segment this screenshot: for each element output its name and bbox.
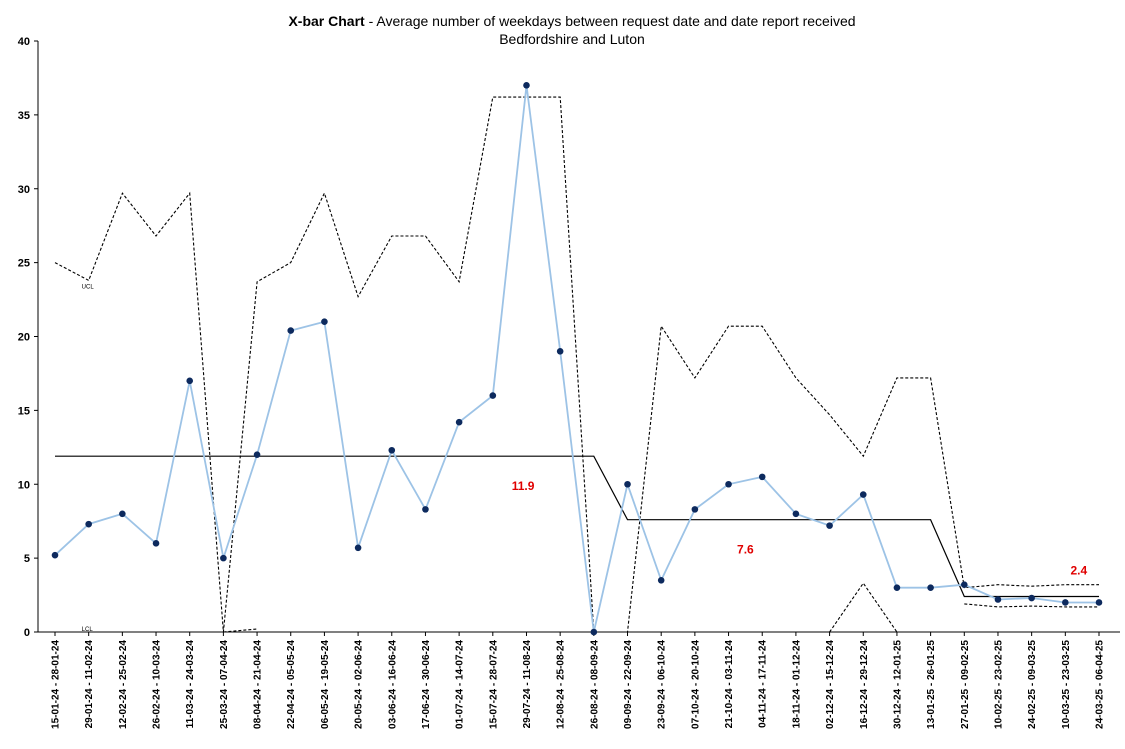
x-tick-label: 10-03-25 - 23-03-25 (1061, 640, 1072, 729)
x-tick-label: 12-02-24 - 25-02-24 (118, 640, 129, 729)
data-point (624, 480, 631, 488)
data-point (657, 576, 665, 584)
x-tick-label: 17-06-24 - 30-06-24 (421, 640, 432, 729)
data-point (556, 347, 564, 355)
chart-subtitle: Bedfordshire and Luton (499, 31, 645, 47)
x-tick-label: 26-08-24 - 08-09-24 (589, 640, 600, 729)
lcl-line (223, 582, 1099, 633)
data-point (859, 491, 867, 498)
x-tick-label: 18-11-24 - 01-12-24 (791, 640, 802, 729)
x-tick-label: 26-02-24 - 10-03-24 (152, 640, 163, 729)
x-tick-label: 02-12-24 - 15-12-24 (825, 640, 836, 729)
y-tick-label: 30 (18, 184, 30, 196)
x-tick-label: 11-03-24 - 24-03-24 (185, 640, 196, 729)
data-point (489, 392, 497, 399)
y-tick-label: 0 (24, 627, 30, 639)
x-tick-label: 15-01-24 - 28-01-24 (51, 640, 62, 729)
x-tick-label: 20-05-24 - 02-06-24 (354, 640, 365, 729)
y-tick-label: 15 (18, 405, 30, 417)
chart-title-line1: X-bar Chart - Average number of weekdays… (288, 13, 855, 29)
series-line (54, 85, 1099, 633)
mean-lines (55, 455, 1099, 598)
mean-value-label: 7.6 (737, 543, 754, 557)
data-point (994, 596, 1002, 603)
mean-value-label: 2.4 (1070, 563, 1087, 577)
x-tick-label: 09-09-24 - 22-09-24 (623, 640, 634, 729)
data-point (455, 418, 463, 426)
control-limits (54, 96, 1099, 633)
ucl-line (54, 96, 1099, 633)
chart-title-rest: - Average number of weekdays between req… (365, 13, 856, 29)
x-tick-label: 12-08-24 - 25-08-24 (556, 640, 567, 729)
y-tick-label: 20 (18, 332, 30, 344)
x-tick-label: 03-06-24 - 16-06-24 (387, 640, 398, 729)
data-point (590, 628, 598, 636)
chart-annotations: UCL LCL 11.9 7.6 2.4 (82, 284, 1088, 633)
x-tick-label: 24-02-25 - 09-03-25 (1027, 640, 1038, 729)
y-tick-label: 10 (18, 479, 30, 491)
data-point (792, 510, 800, 518)
x-tick-label: 29-07-24 - 11-08-24 (522, 640, 533, 729)
x-tick-label: 22-04-24 - 05-05-24 (286, 640, 297, 729)
x-tick-label: 13-01-25 - 26-01-25 (926, 640, 937, 729)
data-point (287, 327, 295, 334)
data-point (960, 581, 968, 589)
data-point (893, 584, 901, 591)
y-tick-label: 5 (24, 553, 30, 565)
x-tick-label: 21-10-24 - 03-11-24 (724, 640, 735, 729)
x-tick-label: 23-09-24 - 06-10-24 (657, 640, 668, 729)
ucl-label: UCL (82, 284, 95, 290)
x-tick-label: 10-02-25 - 23-02-25 (993, 640, 1004, 729)
data-point (1028, 594, 1035, 602)
x-tick-label: 04-11-24 - 17-11-24 (758, 640, 769, 728)
y-tick-label: 25 (18, 258, 30, 270)
chart-title-bold: X-bar Chart (288, 13, 365, 29)
data-point (51, 551, 59, 559)
mean-value-label: 11.9 (512, 479, 535, 493)
data-point (826, 522, 833, 529)
data-point (388, 446, 396, 454)
data-point (1062, 599, 1069, 606)
data-point (1095, 599, 1103, 606)
x-tick-label: 16-12-24 - 29-12-24 (859, 640, 870, 729)
x-tick-label: 27-01-25 - 09-02-25 (960, 640, 971, 729)
x-tick-label: 15-07-24 - 28-07-24 (488, 640, 499, 729)
data-point (725, 480, 732, 488)
data-point (186, 377, 194, 385)
x-tick-label: 08-04-24 - 21-04-24 (253, 640, 264, 729)
x-tick-label: 07-10-24 - 20-10-24 (690, 640, 701, 729)
y-tick-label: 40 (18, 36, 30, 48)
data-point (523, 82, 530, 89)
x-tick-label: 24-03-25 - 06-04-25 (1095, 640, 1106, 729)
y-tick-label: 35 (18, 110, 30, 122)
data-point (758, 473, 766, 481)
data-point (321, 318, 328, 326)
chart-title: X-bar Chart - Average number of weekdays… (288, 13, 855, 47)
data-point (220, 554, 227, 562)
chart-axes: 0 5 10 15 20 25 30 35 40 15-01-24 - 28-01-24 29-01… (18, 36, 1120, 729)
x-tick-label: 29-01-24 - 11-02-24 (84, 640, 95, 729)
data-point (422, 506, 429, 513)
data-point (691, 506, 699, 513)
lcl-label: LCL (82, 627, 94, 633)
mean-line (55, 455, 1099, 598)
data-point (253, 451, 261, 459)
x-tick-label: 25-03-24 - 07-04-24 (219, 640, 230, 729)
data-point (927, 584, 934, 591)
data-point (85, 520, 92, 528)
data-series (51, 82, 1103, 636)
x-tick-label: 30-12-24 - 12-01-25 (892, 640, 903, 729)
data-point (119, 510, 126, 518)
data-point (152, 540, 160, 547)
x-tick-label: 06-05-24 - 19-05-24 (320, 640, 331, 729)
x-tick-label: 01-07-24 - 14-07-24 (455, 640, 466, 729)
data-point (354, 544, 362, 552)
